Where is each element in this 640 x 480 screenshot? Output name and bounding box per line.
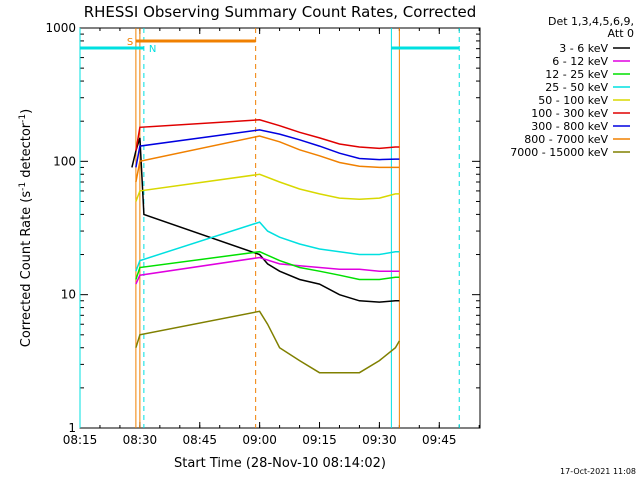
x-tick-label: 09:45 [422,433,457,447]
series-line [135,221,400,272]
y-axis-label-mid: detector [19,122,34,182]
legend-header-line-2: Att 0 [608,27,634,40]
series-line [135,119,400,151]
y-axis-label: Corrected Count Rate (s-1 detector-1) [18,109,34,347]
chart-title: RHESSI Observing Summary Count Rates, Co… [84,3,477,21]
series-line [135,256,400,285]
series-line [135,173,400,202]
x-tick-label: 09:30 [362,433,397,447]
series-line [135,310,401,374]
y-tick-label: 100 [53,154,76,168]
series-line [135,135,400,183]
legend-label: 3 - 6 keV [559,42,608,55]
series-line [135,250,400,281]
flag-bars: SN [80,37,460,55]
series-lines [131,119,401,374]
legend-label: 12 - 25 keV [545,68,608,81]
y-tick-label: 1000 [45,21,76,35]
y-tick-label: 10 [61,288,76,302]
series-line [135,129,400,168]
legend-label: 7000 - 15000 keV [510,146,608,159]
x-tick-label: 08:15 [63,433,98,447]
flag-label: N [149,44,156,55]
legend-label: 100 - 300 keV [531,107,608,120]
marker-lines [79,28,460,428]
legend-label: 6 - 12 keV [552,55,608,68]
x-tick-label: 08:45 [182,433,217,447]
footer-timestamp: 17-Oct-2021 11:08 [560,467,636,476]
x-tick-label: 08:30 [123,433,158,447]
y-tick-labels: 1 10 100 1000 [45,21,76,435]
y-axis-label-sup1: -1 [18,182,28,191]
y-axis-label-pre: Corrected Count Rate (s [19,191,34,348]
x-axis-label: Start Time (28-Nov-10 08:14:02) [174,456,386,471]
legend-label: 50 - 100 keV [538,94,608,107]
x-tick-labels: 08:15 08:30 08:45 09:00 09:15 09:30 09:45 [63,433,457,447]
x-tick-label: 09:00 [242,433,277,447]
legend-label: 300 - 800 keV [531,120,608,133]
x-tick-label: 09:15 [302,433,337,447]
legend-label: 25 - 50 keV [545,81,608,94]
series-line [131,137,400,303]
y-tick-label: 1 [68,421,76,435]
legend-header-line-1: Det 1,3,4,5,6,9, [548,15,634,28]
y-axis-label-sup2: -1 [18,114,28,123]
flag-label: S [127,37,133,48]
legend-label: 800 - 7000 keV [524,133,608,146]
y-axis-label-post: ) [19,109,34,114]
